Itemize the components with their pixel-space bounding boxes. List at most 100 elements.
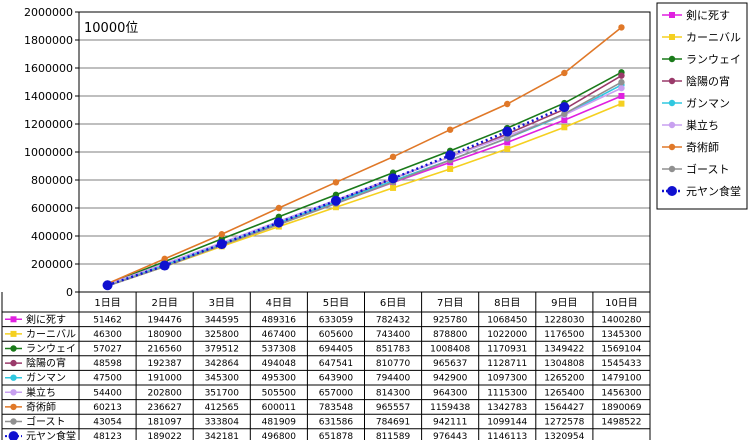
table-series-name: ガンマン [26, 372, 66, 384]
table-cell: 976443 [433, 432, 467, 440]
table-cell: 794400 [376, 374, 411, 384]
data-point [561, 117, 568, 124]
legend-entry: 元ヤン食堂 [686, 184, 741, 198]
table-cell: 325800 [205, 330, 240, 340]
table-cell: 1265400 [544, 388, 584, 398]
table-cell: 964300 [433, 388, 468, 398]
table-cell: 43054 [93, 418, 122, 428]
x-tick-label: 7日目 [437, 298, 463, 309]
legend-key-marker [668, 99, 676, 107]
data-point [447, 165, 454, 172]
x-tick-label: 4日目 [266, 298, 292, 309]
table-cell: 784691 [376, 418, 410, 428]
table-cell: 600011 [262, 403, 296, 413]
table-cell: 851783 [376, 345, 410, 355]
table-cell: 631586 [319, 418, 354, 428]
table-cell: 48123 [93, 432, 122, 440]
table-cell: 1176500 [544, 330, 584, 340]
table-cell: 333804 [205, 418, 240, 428]
table-series-key-marker [10, 389, 17, 396]
table-cell: 743400 [376, 330, 411, 340]
table-cell: 202800 [147, 388, 182, 398]
legend-key-marker [667, 186, 677, 196]
data-point [390, 184, 397, 191]
table-cell: 925780 [433, 315, 468, 325]
legend-key-marker [668, 121, 676, 129]
data-point [618, 92, 625, 99]
table-cell: 1890069 [601, 403, 641, 413]
legend-entry: 剣に死す [686, 9, 730, 22]
data-point [388, 173, 399, 184]
y-tick-label: 400000 [31, 230, 73, 243]
table-cell: 878800 [433, 330, 468, 340]
x-tick-label: 10日目 [605, 298, 638, 309]
data-point [504, 145, 511, 152]
table-cell: 537308 [262, 345, 297, 355]
y-tick-label: 1000000 [24, 146, 73, 159]
data-point [618, 84, 625, 92]
table-series-key-marker [10, 418, 17, 425]
table-cell: 1228030 [544, 315, 584, 325]
table-cell: 942900 [433, 374, 468, 384]
table-cell: 412565 [205, 403, 239, 413]
y-tick-label: 600000 [31, 202, 73, 215]
table-cell: 1498522 [601, 418, 641, 428]
chart-annotation: 10000位 [84, 21, 138, 36]
table-cell: 1564427 [544, 403, 584, 413]
table-cell: 489316 [262, 315, 297, 325]
y-tick-label: 1400000 [24, 90, 73, 103]
data-point [561, 124, 568, 131]
table-cell: 1272578 [544, 418, 584, 428]
table-series-key-marker [10, 403, 17, 411]
y-tick-label: 0 [66, 286, 73, 299]
table-cell: 47500 [93, 374, 122, 384]
table-cell: 1479100 [601, 374, 641, 384]
table-cell: 194476 [147, 315, 182, 325]
data-point [102, 280, 113, 291]
data-point [618, 72, 625, 79]
legend-entry: 巣立ち [686, 118, 719, 132]
data-point [446, 126, 454, 133]
table-series-key-marker [10, 359, 17, 367]
legend-key-marker [668, 165, 676, 173]
legend-key-marker [668, 55, 676, 63]
table-cell: 345300 [205, 374, 240, 384]
table-cell: 782432 [376, 315, 410, 325]
y-tick-label: 200000 [31, 258, 73, 271]
series-line-6 [107, 26, 622, 285]
data-point [273, 217, 284, 228]
table-series-key-marker [10, 330, 17, 337]
x-tick-label: 6日目 [380, 298, 406, 309]
table-cell: 1304808 [544, 359, 584, 369]
table-cell: 1115300 [487, 388, 527, 398]
table-cell: 1068450 [487, 315, 527, 325]
y-tick-label: 1200000 [24, 118, 73, 131]
table-cell: 467400 [262, 330, 297, 340]
table-series-name: ゴースト [26, 415, 66, 428]
table-cell: 1097300 [487, 374, 527, 384]
table-cell: 1569104 [601, 345, 641, 355]
legend-key-marker [669, 34, 675, 40]
table-cell: 351700 [205, 388, 240, 398]
table-series-name: 元ヤン食堂 [26, 430, 76, 440]
legend-entry: ゴースト [686, 162, 729, 176]
legend-key-marker [668, 143, 676, 151]
table-series-name: 奇術師 [26, 400, 56, 413]
x-tick-label: 2日目 [151, 298, 177, 309]
table-cell: 1099144 [487, 418, 527, 428]
data-point [504, 100, 511, 108]
legend-entry: ランウェイ [686, 53, 741, 66]
table-cell: 1345300 [601, 330, 641, 340]
x-tick-label: 3日目 [209, 298, 235, 309]
y-tick-label: 1800000 [24, 34, 73, 47]
table-cell: 216560 [147, 345, 182, 355]
table-series-name: 巣立ち [26, 386, 56, 399]
table-cell: 51462 [93, 315, 122, 325]
table-cell: 505500 [262, 388, 297, 398]
y-tick-label: 1600000 [24, 62, 73, 75]
table-cell: 657000 [319, 388, 354, 398]
data-point [275, 204, 283, 212]
x-tick-label: 1日目 [94, 298, 120, 309]
